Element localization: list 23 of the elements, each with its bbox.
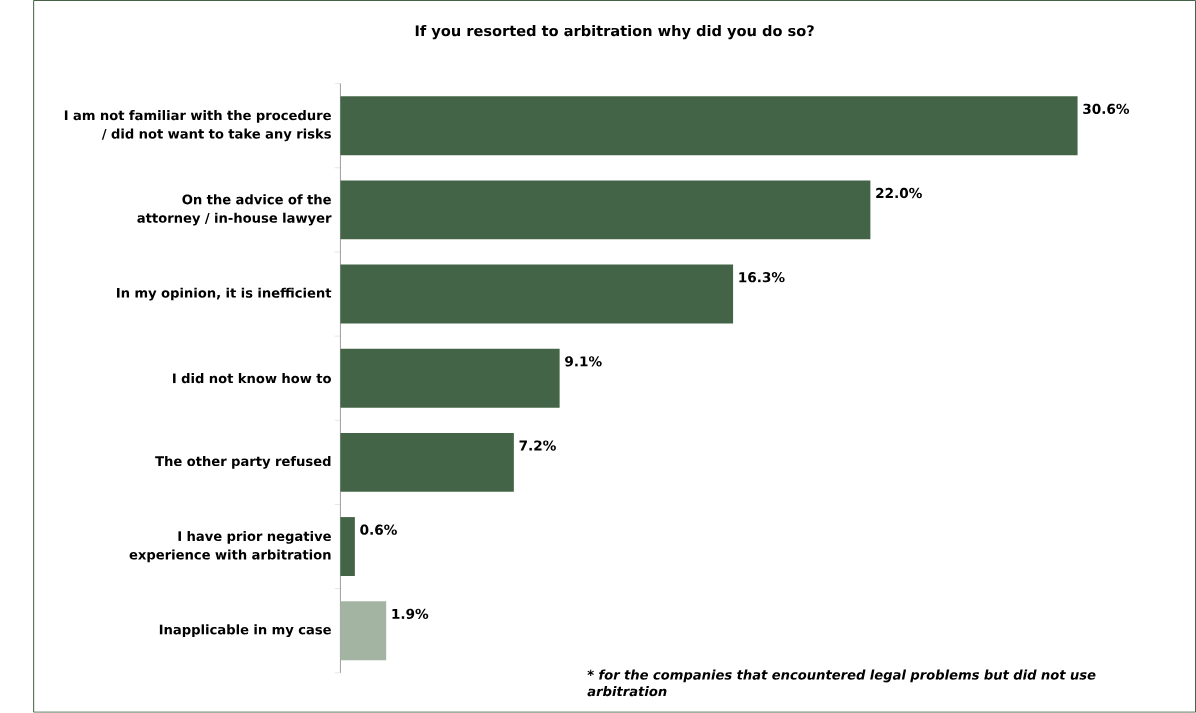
bar xyxy=(340,517,355,577)
y-tick-label: On the advice of the attorney / in-house lawyer xyxy=(137,194,332,226)
y-tick-label: I have prior negative experience with arbitration xyxy=(129,531,331,563)
bar xyxy=(340,433,514,492)
data-label: 22.0% xyxy=(876,188,922,199)
data-label: 1.9% xyxy=(392,608,429,620)
data-label: 7.2% xyxy=(519,440,556,451)
y-tick-label: The other party refused xyxy=(155,456,331,469)
chart-title: If you resorted to arbitration why did you do so? xyxy=(415,25,814,40)
bar xyxy=(340,601,387,661)
data-label: 30.6% xyxy=(1083,103,1130,115)
data-label: 9.1% xyxy=(565,356,602,367)
bar xyxy=(340,348,560,408)
annotation: * for the companies that encountered legal problems but did not use arbitration xyxy=(587,669,1096,697)
data-label: 16.3% xyxy=(739,272,785,283)
y-tick-label: Inapplicable in my case xyxy=(159,624,331,638)
y-tick-label: I did not know how to xyxy=(173,373,331,384)
data-label: 0.6% xyxy=(360,524,397,536)
bar xyxy=(340,180,871,240)
bar xyxy=(340,96,1078,156)
y-tick-label: In my opinion, it is inefficient xyxy=(117,287,332,301)
y-tick-label: I am not familiar with the procedure / did not want to take any risks xyxy=(64,110,331,142)
bar xyxy=(340,264,734,324)
